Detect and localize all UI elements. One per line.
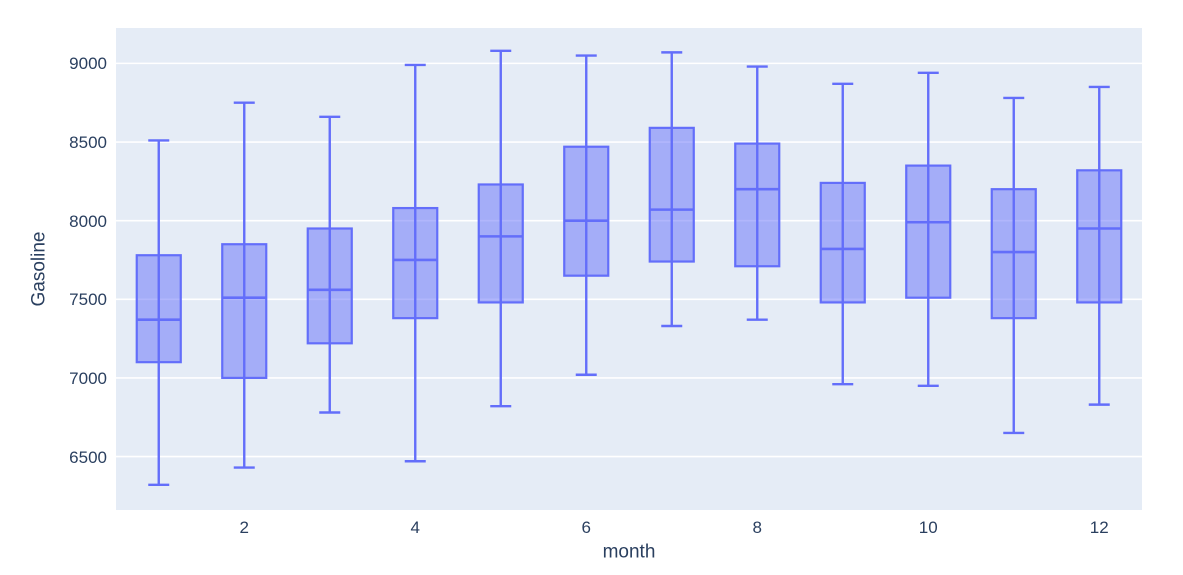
iqr-box — [135, 254, 182, 364]
iqr-box — [1076, 169, 1123, 304]
iqr-box — [990, 188, 1037, 320]
y-tick-9000: 9000 — [69, 54, 107, 74]
iqr-box — [221, 243, 268, 380]
iqr-box — [306, 227, 353, 345]
y-tick-8000: 8000 — [69, 211, 107, 231]
x-tick-10: 10 — [918, 518, 938, 537]
iqr-box — [819, 181, 866, 304]
iqr-box — [648, 126, 695, 263]
box-month-11[interactable] — [990, 96, 1037, 435]
box-month-2[interactable] — [221, 101, 268, 469]
box-month-5[interactable] — [477, 49, 524, 408]
x-tick-2: 2 — [239, 518, 249, 537]
y-tick-8500: 8500 — [69, 133, 107, 152]
x-tick-4: 4 — [410, 518, 420, 537]
x-tick-6: 6 — [581, 518, 591, 537]
iqr-box — [563, 145, 610, 277]
plot-area[interactable] — [116, 28, 1142, 510]
iqr-box — [477, 183, 524, 304]
y-tick-7500: 7500 — [69, 290, 107, 310]
box-month-9[interactable] — [819, 82, 866, 386]
box-month-4[interactable] — [392, 63, 439, 463]
box-month-8[interactable] — [734, 65, 781, 321]
box-month-12[interactable] — [1076, 85, 1123, 406]
iqr-box — [905, 164, 952, 299]
y-axis-title: Gasoline — [28, 231, 50, 307]
box-month-6[interactable] — [563, 54, 610, 376]
box-month-1[interactable] — [135, 139, 182, 487]
box-month-7[interactable] — [648, 51, 695, 328]
y-tick-6500: 6500 — [69, 447, 107, 467]
y-tick-7000: 7000 — [69, 368, 107, 388]
iqr-box — [734, 142, 781, 268]
x-tick-12: 12 — [1089, 518, 1109, 537]
box-month-3[interactable] — [306, 115, 353, 414]
iqr-box — [392, 206, 439, 320]
x-axis-title: month — [602, 541, 656, 563]
x-tick-8: 8 — [752, 518, 762, 537]
box-month-10[interactable] — [905, 71, 952, 387]
